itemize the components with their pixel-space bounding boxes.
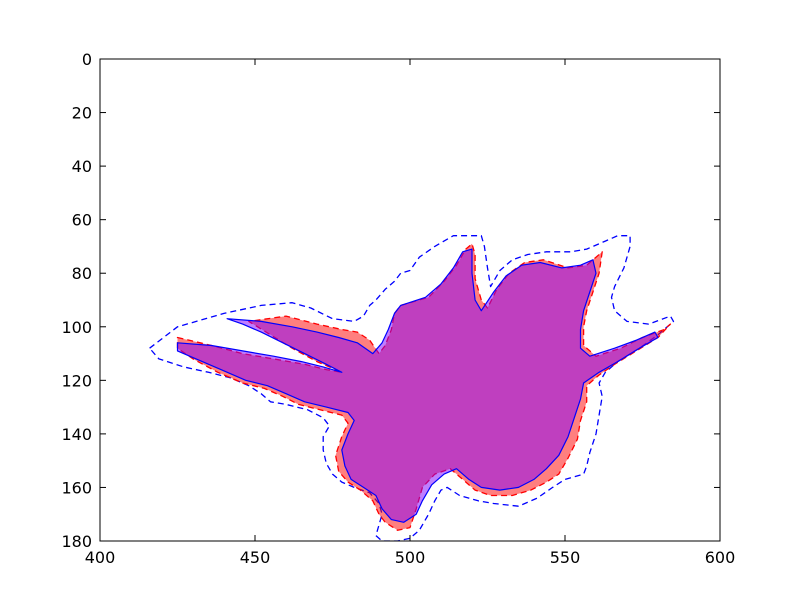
x-axis: 400 450 500 550 600 (85, 59, 736, 567)
y-tick-label: 80 (72, 264, 92, 283)
x-tick-label: 400 (85, 548, 116, 567)
y-tick-label: 100 (61, 318, 92, 337)
y-tick-label: 140 (61, 425, 92, 444)
y-tick-label: 160 (61, 478, 92, 497)
y-tick-label: 180 (61, 532, 92, 551)
x-tick-label: 600 (705, 548, 736, 567)
series-outer-dashed-outline (148, 235, 675, 541)
series-layer (148, 235, 675, 541)
y-axis: 0 20 40 60 80 100 120 140 160 180 (61, 50, 720, 551)
y-tick-label: 60 (72, 211, 92, 230)
y-tick-label: 40 (72, 157, 92, 176)
x-tick-label: 550 (550, 548, 581, 567)
y-tick-label: 20 (72, 104, 92, 123)
x-tick-label: 450 (240, 548, 271, 567)
series-blue-fill-solid (176, 248, 659, 523)
y-tick-label: 120 (61, 371, 92, 390)
x-tick-label: 500 (395, 548, 426, 567)
y-tick-label: 0 (82, 50, 92, 69)
